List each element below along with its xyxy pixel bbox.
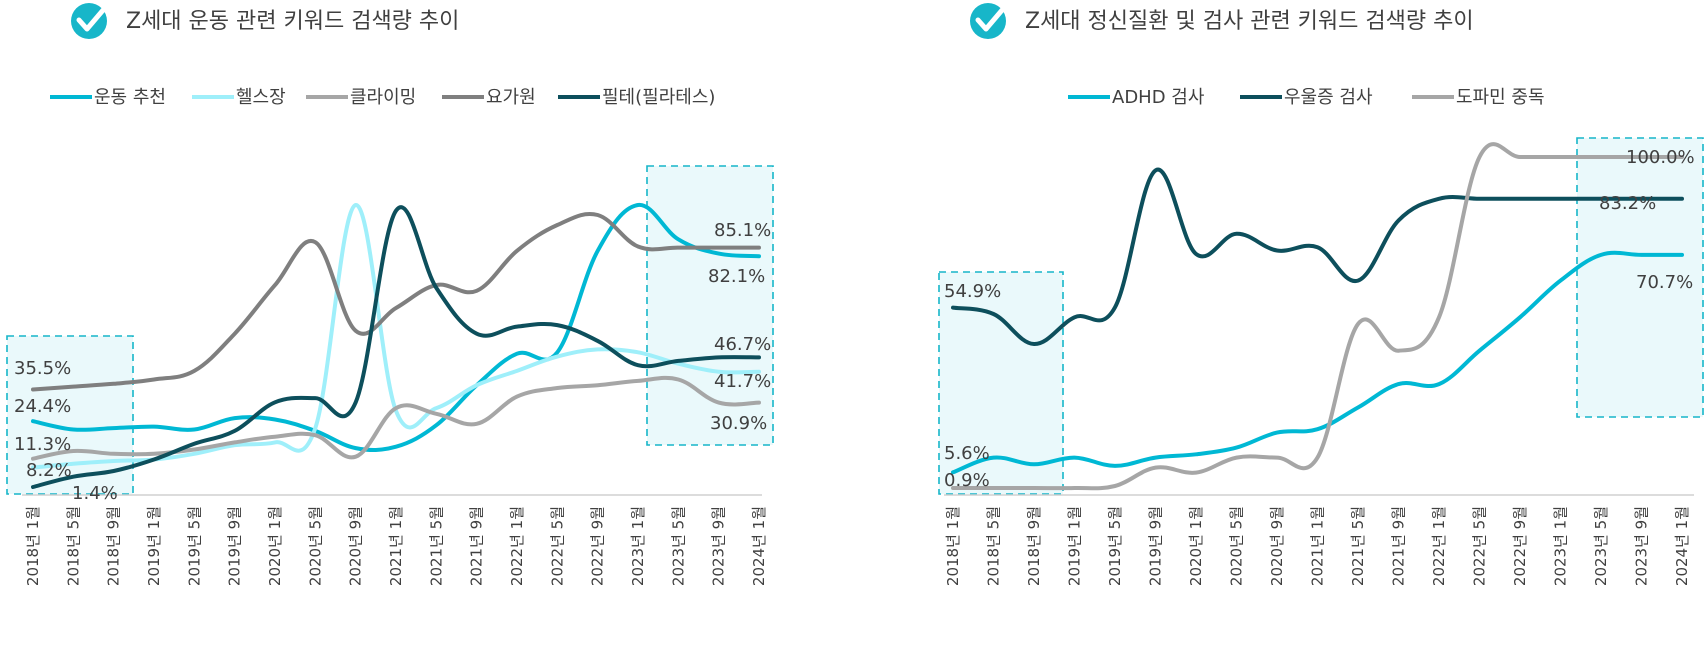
data-label: 100.0% [1626, 147, 1695, 168]
data-label: 11.3% [14, 434, 71, 455]
legend-label: 클라이밍 [350, 87, 416, 108]
x-tick-label: 2018년 1월 [944, 506, 962, 586]
legend-label: 요가원 [486, 87, 536, 108]
legend-item: 요가원 [442, 87, 536, 108]
legend-item: 클라이밍 [306, 87, 416, 108]
data-label: 24.4% [14, 396, 71, 417]
x-tick-label: 2021년 1월 [1309, 506, 1327, 586]
data-label: 46.7% [714, 334, 771, 355]
series-line-5 [31, 205, 761, 489]
x-tick-label: 2020년 1월 [1187, 506, 1205, 586]
x-tick-label: 2021년 1월 [387, 506, 405, 586]
legend-item: 운동 추천 [50, 87, 166, 108]
x-tick-label: 2023년 1월 [1552, 506, 1570, 586]
legend: ADHD 검사 우울증 검사 도파민 중독 [1068, 87, 1545, 108]
x-tick-label: 2023년 9월 [1633, 506, 1651, 586]
x-tick-label: 2018년 5월 [985, 506, 1003, 586]
legend-label: 운동 추천 [94, 87, 166, 108]
series-line-1 [31, 203, 761, 452]
data-label: 85.1% [714, 220, 771, 241]
x-tick-label: 2022년 1월 [508, 506, 526, 586]
x-tick-label: 2023년 9월 [710, 506, 728, 586]
data-labels: 54.9% 5.6% 0.9% 100.0% 83.2% 70.7% [944, 147, 1695, 491]
x-tick-label: 2018년 1월 [24, 506, 42, 586]
chart-2: Z세대 정신질환 및 검사 관련 키워드 검색량 추이 ADHD 검사 우울증 … [938, 3, 1704, 586]
highlight-box-start [6, 335, 134, 495]
series-lines [31, 202, 761, 489]
x-tick-label: 2024년 1월 [750, 506, 768, 586]
x-tick-label: 2024년 1월 [1673, 506, 1691, 586]
x-tick-label: 2021년 9월 [1390, 506, 1408, 586]
x-tick-label: 2019년 1월 [145, 506, 163, 586]
legend-label: 우울증 검사 [1284, 87, 1373, 108]
x-tick-label: 2020년 5월 [1228, 506, 1246, 586]
legend: 운동 추천 헬스장 클라이밍 요가원 필테(필라테스) [50, 87, 715, 108]
check-icon [970, 3, 1006, 39]
data-label: 54.9% [944, 281, 1001, 302]
x-tick-label: 2022년 1월 [1430, 506, 1448, 586]
x-axis-ticks: 2018년 1월 2018년 5월 2018년 9월 2019년 1월 2019년 5월… [24, 506, 768, 586]
x-tick-label: 2022년 5월 [548, 506, 566, 586]
series-line-1 [951, 250, 1684, 475]
series-line-2 [951, 167, 1684, 347]
series-lines [951, 142, 1684, 491]
x-tick-label: 2022년 9월 [589, 506, 607, 586]
series-line-3 [951, 142, 1684, 491]
x-tick-label: 2023년 5월 [669, 506, 687, 586]
x-tick-label: 2021년 5월 [1349, 506, 1367, 586]
legend-label: 필테(필라테스) [602, 87, 715, 108]
data-label: 82.1% [708, 266, 765, 287]
chart-title: Z세대 정신질환 및 검사 관련 키워드 검색량 추이 [1025, 9, 1474, 34]
data-label: 30.9% [710, 413, 767, 434]
series-line-4 [31, 212, 761, 392]
x-tick-label: 2018년 5월 [64, 506, 82, 586]
x-tick-label: 2022년 5월 [1471, 506, 1489, 586]
x-tick-label: 2019년 9월 [1147, 506, 1165, 586]
legend-label: ADHD 검사 [1112, 87, 1205, 108]
x-tick-label: 2020년 9월 [1268, 506, 1286, 586]
x-tick-label: 2023년 5월 [1592, 506, 1610, 586]
data-label: 5.6% [944, 443, 990, 464]
x-axis-ticks: 2018년 1월 2018년 5월 2018년 9월 2019년 1월 2019년 5월… [944, 506, 1691, 586]
legend-label: 도파민 중독 [1456, 87, 1545, 108]
legend-item: 도파민 중독 [1412, 87, 1545, 108]
data-label: 35.5% [14, 358, 71, 379]
check-icon [71, 3, 107, 39]
legend-item: 필테(필라테스) [558, 87, 715, 108]
data-label: 1.4% [72, 483, 118, 504]
x-tick-label: 2021년 9월 [468, 506, 486, 586]
data-label: 41.7% [714, 371, 771, 392]
data-labels: 35.5% 24.4% 11.3% 8.2% 1.4% 85.1% 82.1% … [14, 220, 771, 504]
x-tick-label: 2019년 5월 [1106, 506, 1124, 586]
legend-item: 우울증 검사 [1240, 87, 1373, 108]
series-line-2 [31, 202, 761, 470]
data-label: 83.2% [1599, 193, 1656, 214]
x-tick-label: 2020년 5월 [306, 506, 324, 586]
legend-item: 헬스장 [192, 87, 286, 108]
data-label: 0.9% [944, 470, 990, 491]
highlight-box-end [1576, 137, 1704, 418]
chart-1: Z세대 운동 관련 키워드 검색량 추이 운동 추천 헬스장 클라이밍 요가원 … [6, 3, 774, 586]
series-line-3 [31, 375, 761, 461]
data-label: 70.7% [1636, 272, 1693, 293]
chart-title: Z세대 운동 관련 키워드 검색량 추이 [126, 9, 459, 34]
x-tick-label: 2018년 9월 [105, 506, 123, 586]
x-tick-label: 2020년 9월 [347, 506, 365, 586]
legend-label: 헬스장 [236, 87, 286, 108]
x-tick-label: 2019년 5월 [185, 506, 203, 586]
x-tick-label: 2023년 1월 [629, 506, 647, 586]
x-tick-label: 2020년 1월 [266, 506, 284, 586]
x-tick-label: 2019년 9월 [226, 506, 244, 586]
legend-item: ADHD 검사 [1068, 87, 1205, 108]
x-tick-label: 2022년 9월 [1511, 506, 1529, 586]
data-label: 8.2% [26, 460, 72, 481]
x-tick-label: 2018년 9월 [1025, 506, 1043, 586]
x-tick-label: 2021년 5월 [427, 506, 445, 586]
x-tick-label: 2019년 1월 [1066, 506, 1084, 586]
